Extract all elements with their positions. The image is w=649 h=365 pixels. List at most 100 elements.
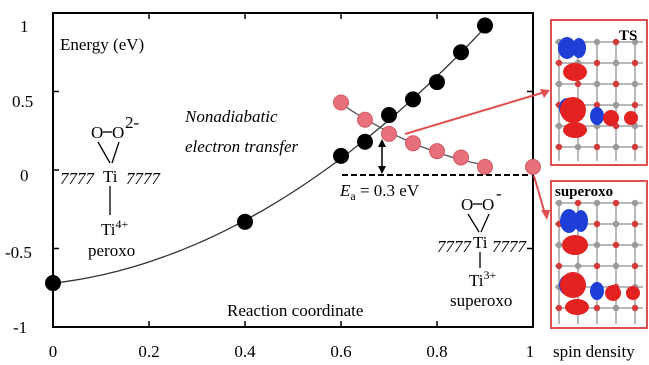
lattice-atom	[631, 101, 639, 109]
spin-lobe-red	[562, 235, 588, 255]
spin-density-label: spin density	[553, 342, 635, 361]
lattice-atom	[612, 241, 620, 249]
x-tick-marks	[52, 13, 534, 327]
x-axis-title: Reaction coordinate	[227, 301, 363, 320]
lattice-atom	[631, 241, 639, 249]
spin-lobe-blue	[560, 209, 578, 233]
lattice-atom	[593, 241, 601, 249]
lattice-atom	[631, 38, 639, 46]
y-tick-label: -0.5	[5, 243, 32, 262]
lattice-atom	[593, 220, 601, 228]
x-tick-label: 0.4	[234, 342, 256, 361]
lattice-atom	[593, 59, 601, 67]
lattice-atom	[555, 304, 563, 312]
y-tick-label: -1	[13, 318, 27, 337]
lattice-atom	[593, 304, 601, 312]
lattice-atom	[612, 38, 620, 46]
black-data-point	[237, 213, 253, 230]
black-data-point	[45, 275, 61, 292]
black-data-point	[357, 133, 373, 150]
superoxo-panel-label: superoxo	[555, 184, 613, 200]
lattice-atom	[574, 80, 582, 88]
surface-hatch: 7777	[60, 169, 96, 188]
x-tick-label: 0.2	[138, 342, 159, 361]
peroxo-charge: 2-	[125, 113, 140, 132]
activation-energy-arrow	[378, 139, 386, 174]
oxygen-atom: O	[482, 195, 494, 214]
black-data-point	[477, 17, 493, 34]
lattice-atom	[631, 262, 639, 270]
spin-lobe-blue	[590, 282, 604, 300]
titanium-atom: Ti4+	[101, 217, 129, 239]
y-tick-marks	[53, 12, 533, 328]
spin-lobe-red	[560, 272, 586, 298]
ts-spin-density-panel: TS	[550, 19, 648, 166]
lattice-atom	[631, 199, 639, 207]
x-tick-label: 0.6	[330, 342, 351, 361]
lattice-atom	[631, 304, 639, 312]
y-tick-label: 1	[20, 17, 29, 36]
y-tick-label: 0.5	[12, 92, 33, 111]
spin-lobe-red	[560, 97, 586, 123]
red-data-point	[381, 125, 397, 142]
spin-lobe-red	[565, 299, 589, 315]
spin-lobe-red	[563, 122, 587, 138]
lattice-atom	[593, 199, 601, 207]
superoxo-charge: -	[496, 184, 502, 203]
spin-lobe-blue	[558, 37, 576, 59]
red-data-point	[357, 111, 373, 128]
lattice-atom	[555, 241, 563, 249]
x-tick-label: 1	[526, 342, 535, 361]
surface-hatch: 7777	[126, 169, 162, 188]
lattice-atom	[574, 199, 582, 207]
lattice-atom	[555, 80, 563, 88]
lattice-atom	[593, 262, 601, 270]
lattice-atom	[593, 143, 601, 151]
superoxo-spin-density-panel: superoxo	[550, 180, 648, 329]
lattice-atom	[612, 59, 620, 67]
superoxo-structure: O O - 7777 Ti 7777 Ti3+ superoxo	[437, 184, 528, 310]
lattice-atom	[631, 220, 639, 228]
peroxo-structure: O O 2- 7777 Ti 7777 Ti4+ peroxo	[60, 113, 162, 260]
red-data-point	[429, 143, 445, 160]
lattice-atom	[593, 38, 601, 46]
y-axis-title: Energy (eV)	[60, 35, 144, 54]
lattice-atom	[631, 143, 639, 151]
nonadiabatic-label: Nonadiabatic	[184, 107, 278, 126]
lattice-atom	[555, 143, 563, 151]
lattice-atom	[574, 143, 582, 151]
x-tick-label: 0	[49, 342, 58, 361]
lattice-atom	[593, 80, 601, 88]
ts-lattice	[555, 37, 643, 161]
surface-hatch: 7777	[437, 237, 473, 256]
lattice-atom	[593, 101, 601, 109]
red-data-point	[453, 149, 469, 166]
titanium-atom: Ti	[103, 167, 118, 186]
titanium-atom: Ti	[473, 233, 488, 252]
spin-lobe-red	[605, 285, 621, 301]
lattice-atom	[555, 199, 563, 207]
black-data-point	[333, 147, 349, 164]
black-data-point	[381, 107, 397, 124]
red-data-point	[405, 135, 421, 152]
black-data-point	[429, 74, 445, 91]
black-data-point	[405, 91, 421, 108]
spin-lobe-red	[624, 111, 638, 125]
lattice-atom	[555, 122, 563, 130]
x-tick-label: 0.8	[426, 342, 447, 361]
lattice-atom	[612, 220, 620, 228]
lattice-atom	[612, 101, 620, 109]
red-data-point	[477, 158, 493, 175]
lattice-atom	[612, 80, 620, 88]
surface-hatch: 7777	[492, 237, 528, 256]
lattice-atom	[555, 59, 563, 67]
lattice-atom	[612, 262, 620, 270]
lattice-atom	[574, 262, 582, 270]
red-data-point	[333, 94, 349, 111]
oxygen-atom: O	[91, 123, 103, 142]
spin-lobe-blue	[572, 38, 586, 58]
lattice-atom	[631, 80, 639, 88]
lattice-atom	[631, 59, 639, 67]
spin-lobe-red	[603, 110, 619, 126]
